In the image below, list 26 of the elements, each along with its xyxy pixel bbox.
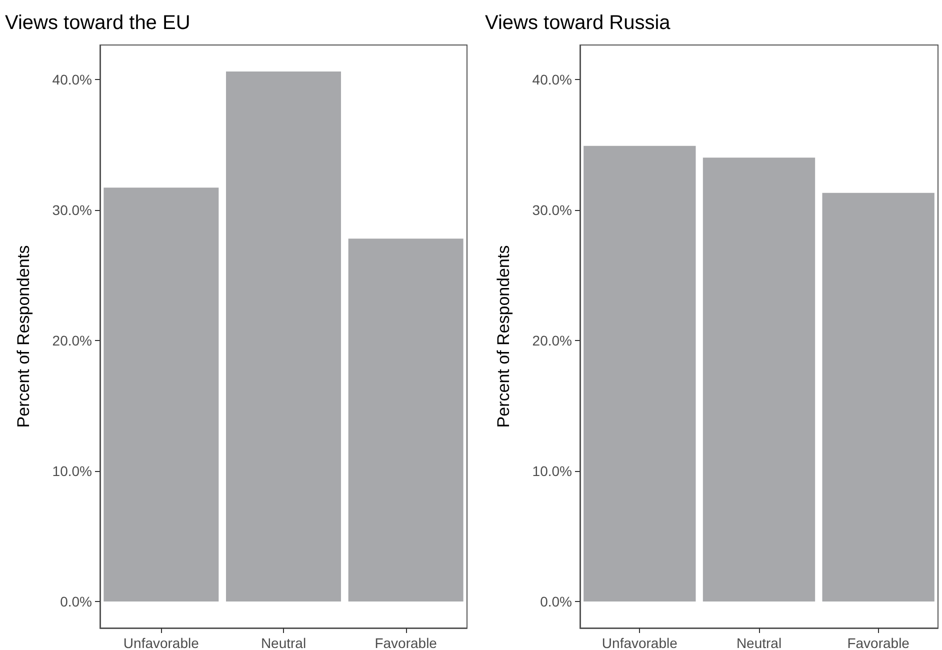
y-tick-label: 0.0% [60,594,92,610]
y-tick-label: 40.0% [52,71,92,88]
y-axis-title: Percent of Respondents [494,245,513,428]
y-tick-label: 0.0% [540,594,572,610]
x-tick-label: Neutral [736,635,782,650]
chart-title: Views toward Russia [485,12,672,34]
y-tick-label: 40.0% [532,71,572,88]
y-tick-label: 20.0% [52,332,92,348]
y-tick-label: 30.0% [532,202,572,218]
bar [104,188,219,602]
x-tick-label: Favorable [374,635,438,650]
x-tick-label: Favorable [847,635,910,650]
bar [584,146,696,602]
x-tick-label: Unfavorable [123,635,200,650]
bar [226,72,341,602]
y-axis-title: Percent of Respondents [14,245,33,428]
x-tick-label: Neutral [260,635,306,650]
y-tick-label: 30.0% [52,202,92,218]
y-tick-label: 20.0% [532,332,572,348]
y-tick-label: 10.0% [532,462,572,479]
bar [702,158,816,602]
y-tick-label: 10.0% [52,462,92,479]
x-tick-label: Unfavorable [602,635,678,650]
bar [822,192,934,602]
chart-title: Views toward the EU [5,12,190,34]
bar [348,238,464,602]
